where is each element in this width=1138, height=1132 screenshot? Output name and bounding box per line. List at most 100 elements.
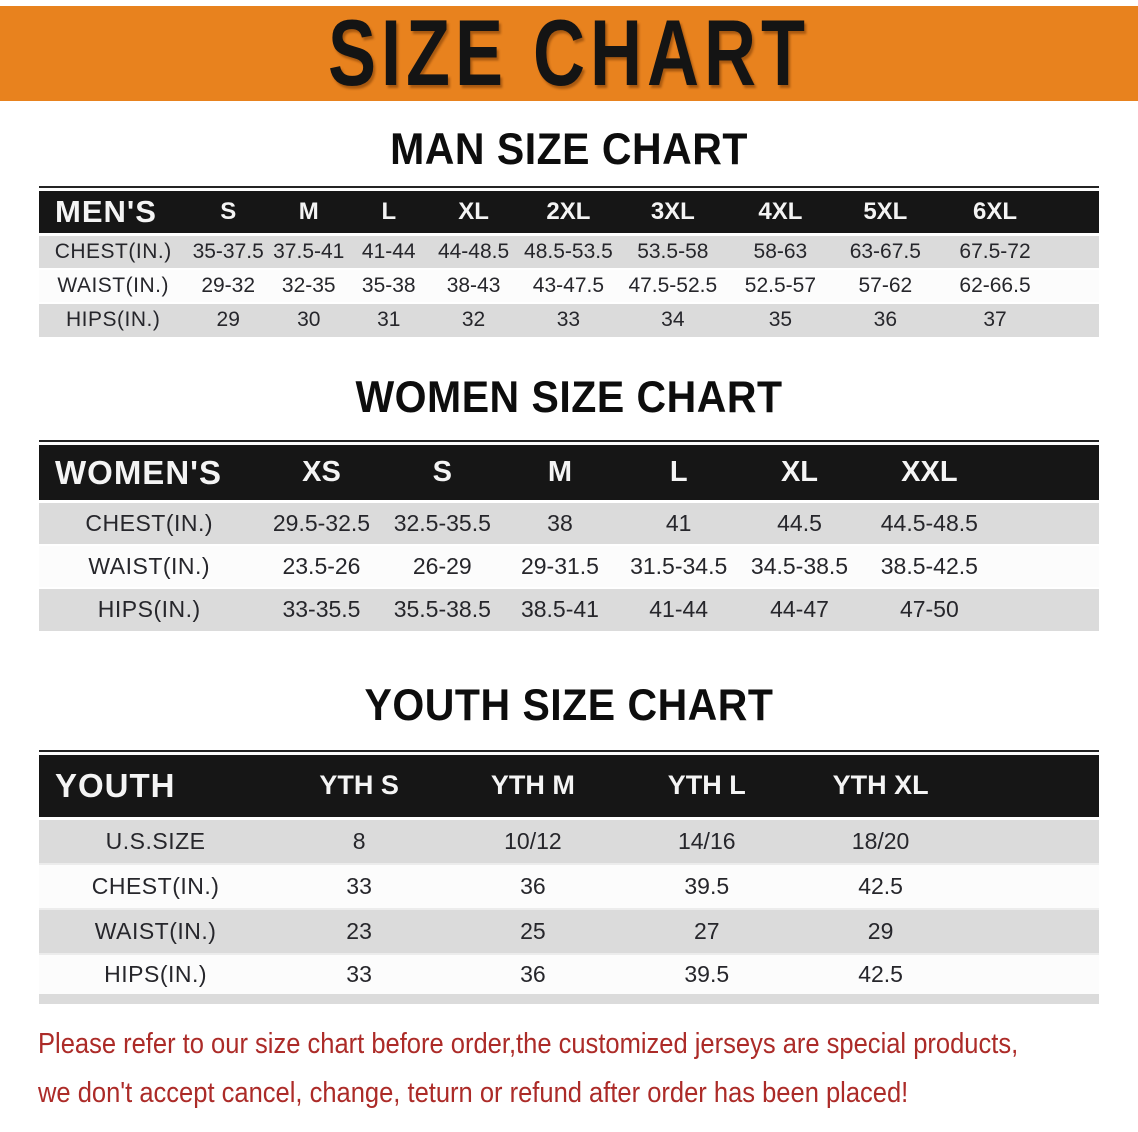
column-header: 5XL xyxy=(833,190,937,237)
men-size-chart-heading: MAN SIZE CHART xyxy=(390,124,748,174)
row-label: HIPS(IN.) xyxy=(39,301,188,337)
size-cell: 63-67.5 xyxy=(833,233,937,269)
size-chart-sections: MAN SIZE CHART MEN'S S M L XL 2XL 3XL 4XL 5XL 6XL C… xyxy=(0,124,1138,1004)
size-cell: 38.5-42.5 xyxy=(860,543,999,588)
size-cell: 41 xyxy=(618,500,739,545)
row-label: WAIST(IN.) xyxy=(39,543,260,588)
size-cell: 41-44 xyxy=(348,233,430,269)
size-cell: 31.5-34.5 xyxy=(618,543,739,588)
size-cell: 44-47 xyxy=(738,586,861,631)
size-cell: 42.5 xyxy=(793,952,968,999)
size-cell: 58-63 xyxy=(726,233,834,269)
size-cell: 29 xyxy=(793,907,968,954)
size-cell: 32.5-35.5 xyxy=(383,500,502,545)
disclaimer-line-2: we don't accept cancel, change, teturn o… xyxy=(38,1076,909,1109)
table-row: HIPS(IN.) 29 30 31 32 33 34 35 36 37 xyxy=(39,301,1099,337)
column-header: 3XL xyxy=(618,190,727,237)
youth-group-label: YOUTH xyxy=(39,754,273,821)
section-women: WOMEN SIZE CHART WOMEN'S XS S M L XL XXL CHEST(I… xyxy=(0,372,1138,631)
filler-cell xyxy=(1053,233,1099,269)
size-cell: 39.5 xyxy=(619,952,794,999)
filler-cell xyxy=(1053,267,1099,303)
column-header: S xyxy=(187,190,269,237)
size-cell: 36 xyxy=(446,862,620,909)
column-header: 4XL xyxy=(726,190,834,237)
column-header: YTH XL xyxy=(793,754,968,821)
table-header-row: WOMEN'S XS S M L XL XXL xyxy=(39,444,1099,504)
size-cell: 34.5-38.5 xyxy=(738,543,861,588)
size-cell: 62-66.5 xyxy=(936,267,1054,303)
banner: SIZE CHART xyxy=(0,6,1138,101)
size-cell: 33 xyxy=(272,862,447,909)
size-cell: 38-43 xyxy=(429,267,519,303)
size-cell: 47.5-52.5 xyxy=(618,267,727,303)
table-row: CHEST(IN.) 33 36 39.5 42.5 xyxy=(39,862,1099,909)
table-row: CHEST(IN.) 35-37.5 37.5-41 41-44 44-48.5 48.5… xyxy=(39,233,1099,269)
size-cell: 36 xyxy=(446,952,620,999)
column-header: M xyxy=(269,190,349,237)
size-cell: 38 xyxy=(501,500,619,545)
section-youth: YOUTH SIZE CHART YOUTH YTH S YTH M YTH L YTH … xyxy=(0,679,1138,1004)
size-cell: 27 xyxy=(619,907,794,954)
filler-cell xyxy=(1053,301,1099,337)
filler-cell xyxy=(967,907,1099,954)
filler-cell xyxy=(967,952,1099,999)
filler-cell xyxy=(967,817,1099,864)
column-header: L xyxy=(348,190,430,237)
size-cell: 23.5-26 xyxy=(259,543,384,588)
size-cell: 42.5 xyxy=(793,862,968,909)
size-cell: 29-32 xyxy=(187,267,269,303)
size-cell: 26-29 xyxy=(383,543,502,588)
column-header: 6XL xyxy=(936,190,1054,237)
table-header-row: YOUTH YTH S YTH M YTH L YTH XL xyxy=(39,754,1099,821)
size-cell: 39.5 xyxy=(619,862,794,909)
column-header: YTH S xyxy=(272,754,447,821)
size-cell: 35 xyxy=(726,301,834,337)
filler-cell xyxy=(967,754,1099,821)
table-row: HIPS(IN.) 33 36 39.5 42.5 xyxy=(39,952,1099,999)
table-row: CHEST(IN.) 29.5-32.5 32.5-35.5 38 41 44.5 44.5… xyxy=(39,500,1099,545)
filler-cell xyxy=(1053,190,1099,237)
banner-title: SIZE CHART xyxy=(328,1,810,106)
column-header: S xyxy=(383,444,502,504)
size-cell: 10/12 xyxy=(446,817,620,864)
size-cell: 47-50 xyxy=(860,586,999,631)
row-label: CHEST(IN.) xyxy=(39,862,273,909)
size-cell: 38.5-41 xyxy=(501,586,619,631)
row-label: WAIST(IN.) xyxy=(39,267,188,303)
column-header: XL xyxy=(738,444,861,504)
row-label: U.S.SIZE xyxy=(39,817,273,864)
row-label: HIPS(IN.) xyxy=(39,952,273,999)
size-cell: 35-38 xyxy=(348,267,430,303)
men-group-label: MEN'S xyxy=(39,190,188,237)
filler-cell xyxy=(998,586,1099,631)
women-size-table: WOMEN'S XS S M L XL XXL CHEST(IN.) 29.5-32.5 32.5… xyxy=(39,444,1099,631)
size-cell: 35-37.5 xyxy=(187,233,269,269)
size-cell: 32 xyxy=(429,301,519,337)
size-cell: 25 xyxy=(446,907,620,954)
row-label: CHEST(IN.) xyxy=(39,500,260,545)
youth-size-chart-heading: YOUTH SIZE CHART xyxy=(364,679,774,730)
section-men: MAN SIZE CHART MEN'S S M L XL 2XL 3XL 4XL 5XL 6XL C… xyxy=(0,124,1138,337)
table-row: WAIST(IN.) 29-32 32-35 35-38 38-43 43-47.5 47.… xyxy=(39,267,1099,303)
filler-cell xyxy=(998,500,1099,545)
size-cell: 53.5-58 xyxy=(618,233,727,269)
size-cell: 41-44 xyxy=(618,586,739,631)
youth-size-table: YOUTH YTH S YTH M YTH L YTH XL U.S.SIZE 8 10/12… xyxy=(39,754,1099,1004)
filler-cell xyxy=(967,862,1099,909)
filler-cell xyxy=(998,543,1099,588)
size-cell: 18/20 xyxy=(793,817,968,864)
size-cell: 29-31.5 xyxy=(501,543,619,588)
size-cell: 43-47.5 xyxy=(518,267,619,303)
size-cell: 37.5-41 xyxy=(269,233,349,269)
size-cell: 29 xyxy=(187,301,269,337)
size-cell: 52.5-57 xyxy=(726,267,834,303)
size-cell: 44-48.5 xyxy=(429,233,519,269)
row-label: WAIST(IN.) xyxy=(39,907,273,954)
row-label: CHEST(IN.) xyxy=(39,233,188,269)
size-cell: 23 xyxy=(272,907,447,954)
column-header: XXL xyxy=(860,444,999,504)
size-cell: 33-35.5 xyxy=(259,586,384,631)
size-cell: 29.5-32.5 xyxy=(259,500,384,545)
